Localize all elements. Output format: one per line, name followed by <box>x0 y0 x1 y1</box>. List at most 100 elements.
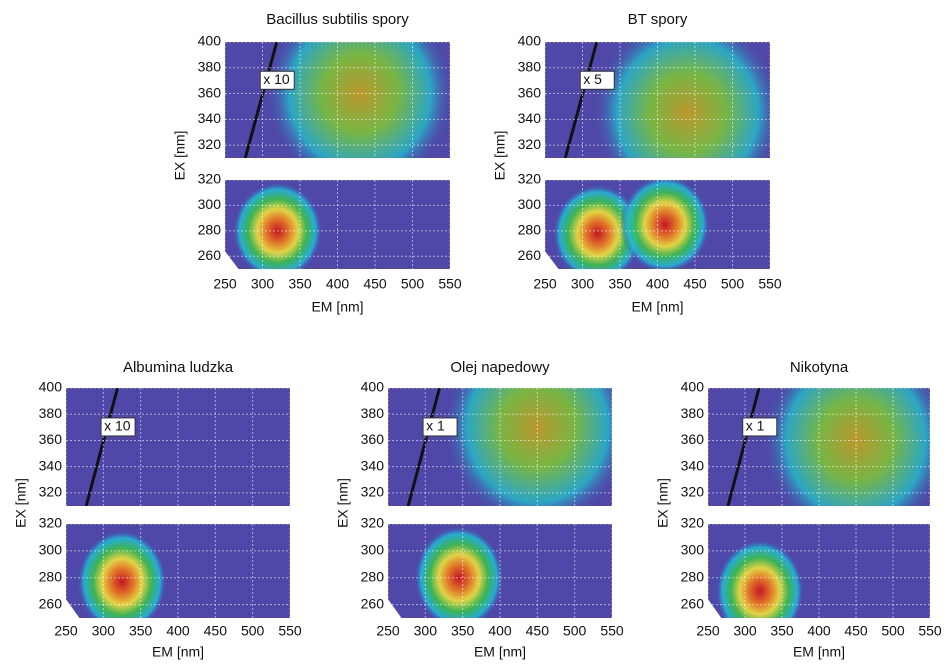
y-tick-label: 380 <box>361 405 385 421</box>
panel-content <box>388 526 504 618</box>
y-tick-label: 320 <box>681 484 705 500</box>
panel-content <box>66 530 167 618</box>
panel-content <box>225 42 450 158</box>
y-axis-label: EX [nm] <box>492 131 508 181</box>
y-tick-label: 280 <box>518 222 542 238</box>
intensity-peak <box>443 388 612 506</box>
y-tick-label: 340 <box>518 110 542 126</box>
x-tick-label: 350 <box>608 276 632 292</box>
x-tick-label: 450 <box>363 276 387 292</box>
chart-title: BT spory <box>628 11 688 28</box>
x-tick-label: 250 <box>696 623 720 639</box>
annotation: x 5 <box>583 71 602 87</box>
annotation-box <box>259 70 295 90</box>
intensity-peak <box>77 530 167 618</box>
y-tick-label: 400 <box>39 379 63 395</box>
y-tick-label: 260 <box>198 247 222 263</box>
x-tick-label: 300 <box>414 623 438 639</box>
scatter-cutoff <box>388 599 402 618</box>
y-tick-label: 380 <box>198 58 222 74</box>
x-tick-label: 250 <box>376 623 400 639</box>
annotation-box <box>422 417 458 437</box>
x-tick-label: 350 <box>288 276 312 292</box>
x-axis-label: EM [nm] <box>311 299 363 315</box>
x-tick-label: 300 <box>92 623 116 639</box>
x-tick-label: 550 <box>758 276 782 292</box>
chart: BT spory 320 340 360 380 400 x 5 260 280 300 320 25… <box>492 11 782 315</box>
y-tick-label: 360 <box>361 431 385 447</box>
y-tick-label: 320 <box>518 171 542 187</box>
chart-title: Bacillus subtilis spory <box>266 11 409 28</box>
annotation-box <box>579 70 615 90</box>
y-axis-label: EX [nm] <box>335 478 351 528</box>
y-tick-label: 360 <box>681 431 705 447</box>
y-tick-label: 340 <box>198 110 222 126</box>
y-tick-label: 260 <box>361 595 385 611</box>
annotation-box <box>742 417 778 437</box>
y-axis-label: EX [nm] <box>13 478 29 528</box>
x-tick-label: 450 <box>844 623 868 639</box>
cutoff-edge <box>726 388 761 506</box>
y-tick-label: 340 <box>681 457 705 473</box>
y-tick-label: 320 <box>361 484 385 500</box>
x-tick-label: 500 <box>881 623 905 639</box>
scatter-cutoff <box>708 599 722 618</box>
y-tick-label: 380 <box>681 405 705 421</box>
y-tick-label: 320 <box>39 484 63 500</box>
x-axis-label: EM [nm] <box>631 299 683 315</box>
chart: Bacillus subtilis spory 320 340 360 380 400 x … <box>172 11 462 315</box>
chart-title: Nikotyna <box>790 359 849 376</box>
y-tick-label: 320 <box>198 171 222 187</box>
intensity-peak <box>620 180 710 269</box>
y-tick-label: 400 <box>518 33 542 49</box>
x-tick-label: 450 <box>683 276 707 292</box>
x-tick-label: 400 <box>646 276 670 292</box>
x-tick-label: 500 <box>563 623 587 639</box>
cutoff-edge <box>243 42 279 158</box>
y-tick-label: 380 <box>39 405 63 421</box>
y-tick-label: 360 <box>518 84 542 100</box>
cutoff-edge <box>406 388 441 506</box>
x-tick-label: 300 <box>571 276 595 292</box>
y-tick-label: 340 <box>39 457 63 473</box>
x-tick-label: 450 <box>204 623 228 639</box>
annotation: x 1 <box>426 418 445 434</box>
y-tick-label: 340 <box>361 457 385 473</box>
y-tick-label: 300 <box>198 196 222 212</box>
cutoff-edge <box>563 42 599 158</box>
annotation: x 10 <box>263 71 290 87</box>
y-tick-label: 400 <box>198 33 222 49</box>
chart: Albumina ludzka 320 340 360 380 400 x 10 260 280… <box>13 359 302 660</box>
intensity-peak <box>762 388 930 506</box>
annotation: x 10 <box>104 418 131 434</box>
y-tick-label: 360 <box>39 431 63 447</box>
x-tick-label: 350 <box>770 623 794 639</box>
y-tick-label: 400 <box>681 379 705 395</box>
y-tick-label: 280 <box>361 568 385 584</box>
x-tick-label: 550 <box>438 276 462 292</box>
x-axis-label: EM [nm] <box>152 644 204 660</box>
y-tick-label: 280 <box>198 222 222 238</box>
y-tick-label: 260 <box>681 595 705 611</box>
x-tick-label: 350 <box>129 623 153 639</box>
x-tick-label: 400 <box>326 276 350 292</box>
y-tick-label: 260 <box>518 247 542 263</box>
chart: Nikotyna 320 340 360 380 400 x 1 260 280 300 320 25… <box>655 359 942 660</box>
x-tick-label: 350 <box>451 623 475 639</box>
x-tick-label: 550 <box>600 623 624 639</box>
x-axis-label: EM [nm] <box>793 644 845 660</box>
intensity-peak <box>232 181 323 269</box>
x-tick-label: 400 <box>166 623 190 639</box>
y-axis-label: EX [nm] <box>655 478 671 528</box>
x-axis-label: EM [nm] <box>474 644 526 660</box>
x-tick-label: 250 <box>54 623 78 639</box>
scatter-cutoff <box>545 251 559 269</box>
y-tick-label: 300 <box>681 542 705 558</box>
y-tick-label: 260 <box>39 595 63 611</box>
x-tick-label: 550 <box>278 623 302 639</box>
chart-title: Albumina ludzka <box>123 359 234 376</box>
panel-content <box>225 181 323 269</box>
y-tick-label: 320 <box>681 515 705 531</box>
y-tick-label: 320 <box>361 515 385 531</box>
